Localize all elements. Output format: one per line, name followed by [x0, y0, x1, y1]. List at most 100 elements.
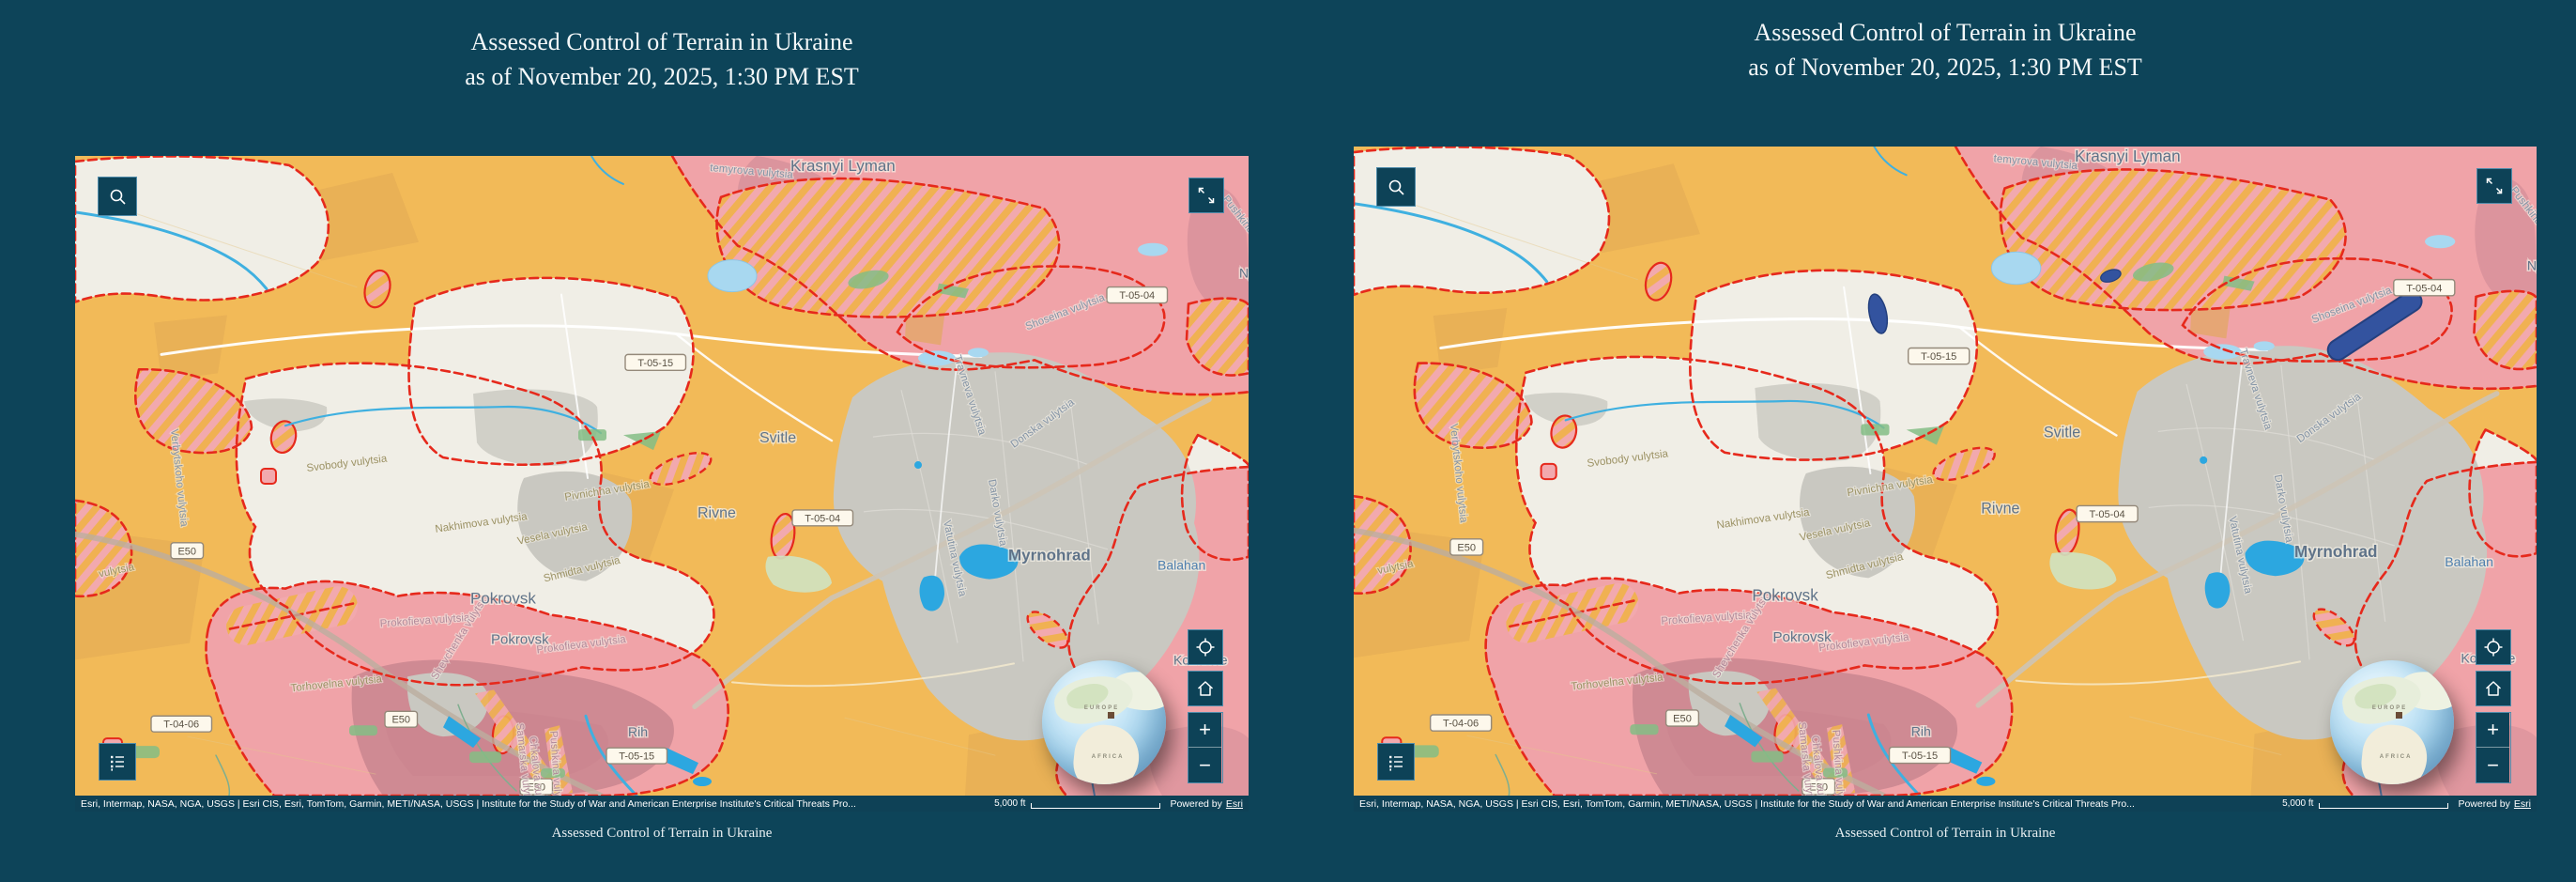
- frontline-dashed: [2473, 289, 2537, 371]
- svg-text:T-05-04: T-05-04: [805, 513, 840, 524]
- region-contested: [650, 453, 712, 485]
- road-shield: T-04-06: [150, 715, 213, 733]
- zoom-out-button[interactable]: −: [1188, 748, 1221, 782]
- town-label: Rivne: [698, 505, 736, 521]
- road: [75, 531, 604, 796]
- region-contested: [771, 514, 795, 559]
- frontline-dashed: [228, 602, 355, 630]
- map-canvas[interactable]: E50 E50 E50 T-04-06 T-05-15 T-05-15 T-05-04 T-0…: [75, 156, 1249, 796]
- frontline-dashed: [896, 265, 1166, 369]
- overview-globe[interactable]: EUROPE AFRICA: [2330, 660, 2454, 784]
- pond: [707, 259, 758, 293]
- road-shield: E50: [170, 542, 205, 560]
- frontline-dashed: [205, 580, 729, 796]
- region-pocket: [1540, 462, 1557, 481]
- city-street: [2157, 427, 2376, 461]
- lake: [2204, 572, 2231, 609]
- svg-text:T-04-06: T-04-06: [163, 720, 199, 731]
- region-contested: [2474, 290, 2537, 369]
- expand-icon: [2483, 175, 2506, 197]
- park: [349, 725, 377, 736]
- overview-globe[interactable]: EUROPE AFRICA: [1042, 660, 1166, 784]
- map-panel-left: Assessed Control of Terrain in Ukraine a…: [75, 0, 1249, 842]
- street-label: Pushkina vulytsia: [1830, 729, 1848, 796]
- scale-bar: 5,000 ft: [994, 798, 1161, 809]
- ukrainian-advance: [1867, 293, 1889, 334]
- park: [469, 751, 501, 764]
- home-button[interactable]: [2476, 671, 2511, 706]
- svg-text:T-05-04: T-05-04: [2406, 283, 2442, 294]
- road: [1466, 735, 1658, 775]
- legend-list-icon: [106, 750, 129, 773]
- road: [1409, 203, 1638, 281]
- svg-text:E50: E50: [527, 782, 545, 794]
- home-button[interactable]: [1188, 671, 1223, 706]
- locate-button[interactable]: [1188, 629, 1223, 665]
- river: [215, 754, 231, 796]
- lake: [1725, 715, 1763, 748]
- urban-area: [517, 471, 633, 581]
- park: [1751, 750, 1784, 763]
- road: [731, 662, 1015, 688]
- frontline: [1026, 611, 1069, 649]
- lake: [1976, 776, 1996, 786]
- town-label: Myrnohrad: [1008, 547, 1091, 565]
- search-button[interactable]: [98, 177, 137, 216]
- zoom-in-button[interactable]: +: [2476, 713, 2509, 748]
- search-button[interactable]: [1376, 167, 1416, 207]
- locate-icon: [1194, 636, 1217, 658]
- river: [1564, 399, 1885, 429]
- ukrainian-advance: [2328, 292, 2421, 360]
- park: [1822, 767, 1848, 778]
- map-viewport[interactable]: E50 E50 E50 T-04-06 T-05-15 T-05-15 T-05-04 T-0…: [75, 156, 1249, 796]
- frontline-dashed: [134, 368, 253, 455]
- region-contested: [1027, 611, 1068, 648]
- urban-area: [1755, 382, 1881, 461]
- frontline-dashed: [1509, 599, 1635, 628]
- town-label: Krasnyi Lyman: [2075, 147, 2181, 165]
- zoom-in-button[interactable]: +: [1188, 713, 1221, 748]
- region-contested: [1551, 415, 1577, 448]
- esri-link[interactable]: Esri: [2513, 797, 2531, 810]
- lake: [2200, 456, 2208, 464]
- locate-button[interactable]: [2476, 629, 2511, 665]
- svg-text:E50: E50: [1673, 714, 1692, 725]
- map-viewport[interactable]: E50 E50 E50 T-04-06 T-05-15 T-05-15 T-05-04 T-0…: [1354, 147, 2537, 796]
- frontline-dashed: [1413, 362, 1533, 450]
- legend-button[interactable]: [99, 743, 136, 781]
- road-shield: T-05-04: [2393, 278, 2456, 297]
- frontline: [363, 269, 391, 309]
- search-icon: [1385, 176, 1407, 198]
- frontline-dashed: [75, 499, 133, 598]
- globe-label-europe: EUROPE: [1083, 704, 1120, 711]
- scale-bar: 5,000 ft: [2282, 798, 2449, 809]
- road: [130, 211, 358, 288]
- road: [934, 357, 958, 580]
- town-label: Myrnohrad: [2294, 542, 2377, 561]
- frontline-dashed: [75, 156, 330, 303]
- map-panel-right: Assessed Control of Terrain in Ukraine a…: [1354, 0, 2537, 842]
- road-shield: E50: [1449, 538, 1484, 556]
- road: [844, 717, 996, 756]
- expand-button[interactable]: [2476, 168, 2512, 204]
- city-street: [863, 508, 1109, 550]
- frontline: [1644, 261, 1673, 302]
- esri-link[interactable]: Esri: [1225, 797, 1243, 810]
- svg-text:E50: E50: [1809, 781, 1828, 793]
- map-nav-controls: + −: [2476, 629, 2511, 783]
- region-mustard: [312, 172, 419, 261]
- svg-text:T-05-04: T-05-04: [2090, 509, 2125, 520]
- road: [2129, 716, 2282, 756]
- city-street: [2355, 393, 2386, 622]
- region-mustard: [1592, 163, 1700, 254]
- legend-button[interactable]: [1377, 743, 1415, 781]
- road-shield: T-05-15: [606, 747, 668, 765]
- attribution-bar: Esri, Intermap, NASA, NGA, USGS | Esri C…: [75, 796, 1249, 812]
- zoom-out-button[interactable]: −: [2476, 748, 2509, 782]
- road: [160, 324, 983, 358]
- region-contested: [2001, 169, 2346, 311]
- expand-button[interactable]: [1188, 178, 1224, 213]
- road: [560, 293, 589, 479]
- urban-area: [833, 352, 1200, 741]
